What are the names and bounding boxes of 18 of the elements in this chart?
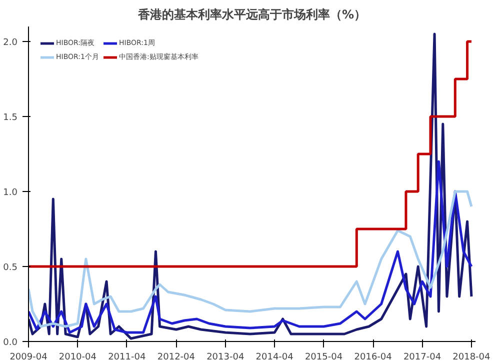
x-tick-label: 2016-04: [354, 352, 392, 362]
x-tick-label: 2014-04: [256, 352, 294, 362]
x-tick-label: 2009-04: [10, 352, 48, 362]
y-tick-label: 0.0: [3, 338, 18, 348]
y-tick-label: 1.5: [3, 113, 18, 123]
x-tick-label: 2017-04: [403, 352, 442, 362]
line-series: [28, 190, 473, 328]
y-tick-label: 2.0: [3, 38, 18, 48]
y-tick-label: 1.0: [3, 188, 18, 198]
chart-title: 香港的基本利率水平远高于市场利率（%）: [136, 8, 366, 22]
x-tick-label: 2013-04: [206, 352, 244, 362]
x-tick-label: 2010-04: [58, 352, 97, 362]
x-tick-label: 2012-04: [157, 352, 196, 362]
x-tick-label: 2015-04: [304, 352, 343, 362]
line-series: [28, 160, 473, 334]
x-tick-label: 2011-04: [108, 352, 146, 362]
x-tick-label: 2018-04: [452, 352, 491, 362]
y-tick-label: 0.5: [3, 263, 18, 273]
